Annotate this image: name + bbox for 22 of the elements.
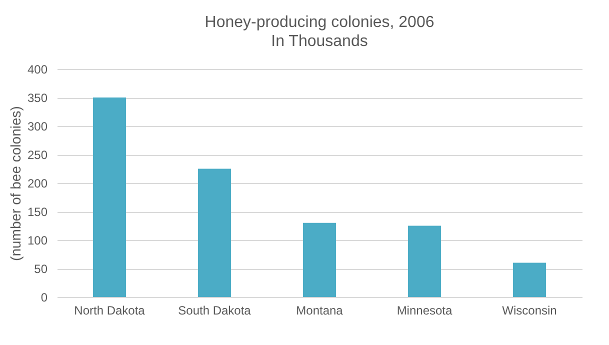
x-tick-label: Wisconsin <box>502 304 557 318</box>
bar <box>198 168 231 297</box>
bar <box>513 262 546 297</box>
bar <box>93 98 126 297</box>
y-tick-label: 400 <box>27 62 48 76</box>
y-tick-label: 100 <box>27 234 48 248</box>
y-tick-label: 50 <box>34 262 48 276</box>
x-tick-label: Minnesota <box>396 304 453 318</box>
y-tick-label: 200 <box>27 176 48 190</box>
y-tick-label: 150 <box>27 205 48 219</box>
x-tick-label: North Dakota <box>74 304 146 318</box>
chart-subtitle: In Thousands <box>271 33 368 50</box>
x-tick-label: South Dakota <box>178 304 252 318</box>
y-tick-label: 0 <box>40 290 48 304</box>
bar <box>303 222 336 297</box>
x-tick-label: Montana <box>296 304 344 318</box>
chart-title: Honey-producing colonies, 2006 <box>204 14 434 31</box>
y-axis-title: (number of bee colonies) <box>7 106 24 261</box>
y-tick-label: 300 <box>27 120 48 134</box>
y-tick-label: 350 <box>27 91 48 105</box>
y-tick-label: 250 <box>27 148 48 162</box>
bar <box>408 226 441 297</box>
